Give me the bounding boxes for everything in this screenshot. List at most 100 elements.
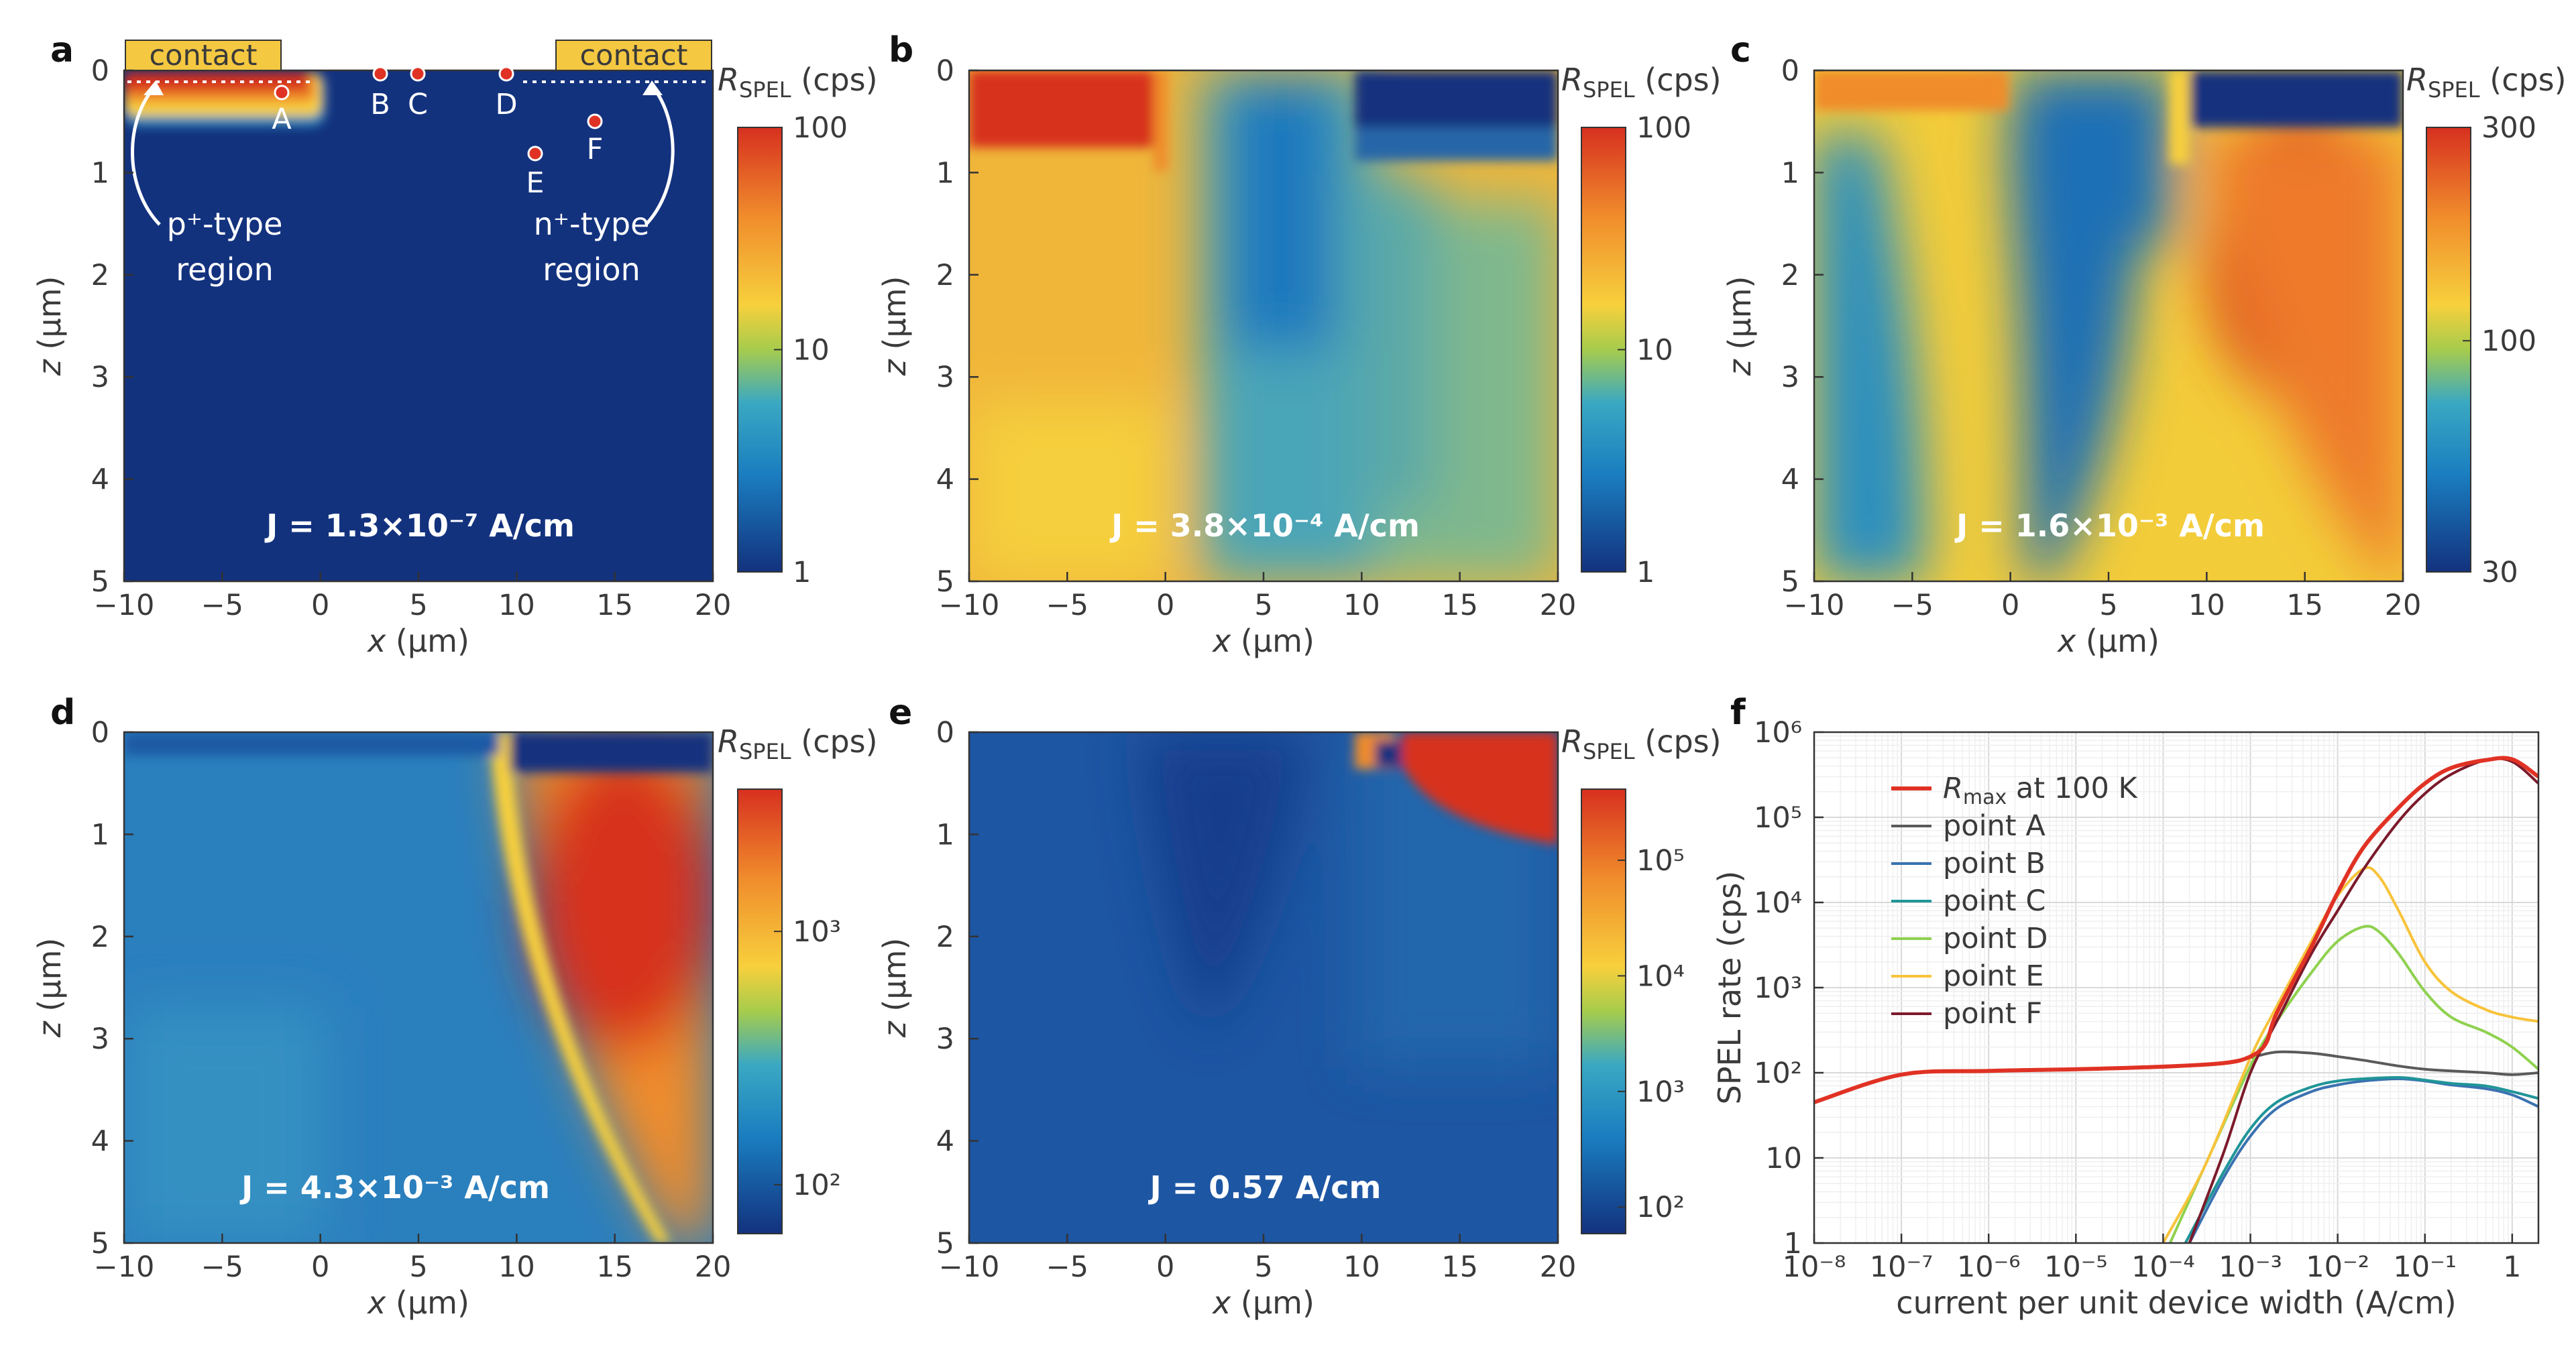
point-f-marker bbox=[587, 113, 603, 129]
y-axis-label: SPEL rate (cps) bbox=[1712, 871, 1748, 1105]
x-tick-label: 0 bbox=[1156, 1250, 1174, 1284]
colorbar-tick-label: 1 bbox=[1636, 556, 1655, 589]
point-c-marker bbox=[410, 66, 426, 82]
series-line bbox=[2184, 1076, 2538, 1243]
colorbar-tick-label: 10³ bbox=[793, 915, 841, 949]
current-label-e: J = 0.57 A/cm bbox=[1148, 1169, 1382, 1206]
contact-left-label: contact bbox=[150, 39, 258, 72]
point-e-marker bbox=[527, 145, 543, 162]
colorbar-tick-label: 100 bbox=[793, 111, 848, 145]
x-tick-label: 10⁻³ bbox=[2219, 1250, 2282, 1284]
heatmap-e bbox=[969, 732, 1558, 1243]
z-tick-label: 5 bbox=[91, 1227, 109, 1260]
z-tick-label: 2 bbox=[936, 259, 954, 292]
z-tick-label: 0 bbox=[91, 716, 109, 750]
series-group bbox=[1814, 756, 2538, 1243]
panel-d-label: d bbox=[50, 693, 75, 733]
x-tick-label: −5 bbox=[1891, 589, 1934, 622]
z-tick-label: 4 bbox=[1781, 463, 1799, 497]
x-tick-label: −10 bbox=[94, 589, 155, 622]
grid-f bbox=[1813, 732, 2539, 1244]
x-tick-label: 10⁻² bbox=[2306, 1250, 2369, 1284]
z-tick-label: 1 bbox=[936, 156, 954, 190]
z-tick-label: 0 bbox=[936, 716, 954, 750]
heatmap-d bbox=[124, 732, 713, 1243]
z-tick-label: 5 bbox=[91, 565, 109, 599]
colorbar-d bbox=[737, 788, 783, 1234]
colorbar-tick-label: 300 bbox=[2481, 111, 2536, 145]
x-tick-label: 20 bbox=[695, 1250, 732, 1284]
legend-label: point E bbox=[1943, 959, 2044, 993]
x-tick-label: 10⁻⁴ bbox=[2131, 1250, 2195, 1284]
z-tick-label: 4 bbox=[936, 463, 954, 497]
x-tick-label: 5 bbox=[409, 1250, 427, 1284]
points-a: A B C D E F bbox=[272, 66, 603, 200]
x-axis-label: x (μm) bbox=[366, 623, 469, 659]
panel-b-label: b bbox=[889, 30, 913, 70]
colorbar-title: RSPEL (cps) bbox=[718, 62, 878, 103]
colorbar-tick-label: 10 bbox=[1636, 334, 1673, 367]
z-tick-label: 4 bbox=[91, 463, 109, 497]
colorbar-title: RSPEL (cps) bbox=[2406, 62, 2567, 103]
legend-label: point A bbox=[1943, 809, 2046, 843]
z-tick-label: 1 bbox=[91, 156, 109, 190]
legend-label: Rmax at 100 K bbox=[1943, 772, 2139, 809]
x-axis-label: current per unit device width (A/cm) bbox=[1896, 1285, 2456, 1321]
panel-f: f 10⁻⁸ 10⁻⁷ 10⁻⁶ 10⁻⁵ 10⁻⁴ 10⁻³ 10⁻² 10⁻¹ 1 10⁶ 10⁵… bbox=[1712, 693, 2540, 1321]
z-tick-label: 2 bbox=[91, 259, 109, 292]
z-tick-label: 2 bbox=[1781, 259, 1799, 292]
heatmap-b bbox=[969, 70, 1558, 581]
x-axis-label: x (μm) bbox=[1211, 623, 1314, 659]
y-tick-label: 10⁴ bbox=[1754, 886, 1802, 920]
current-label-a: J = 1.3×10⁻⁷ A/cm bbox=[264, 508, 575, 544]
p-region-label-2: region bbox=[176, 251, 273, 288]
point-a-marker bbox=[274, 84, 290, 101]
x-axis-label: x (μm) bbox=[2056, 623, 2160, 659]
p-region-arrowhead bbox=[144, 80, 164, 95]
panel-c: c J = 1.6×10⁻³ A/cm bbox=[1730, 30, 2404, 583]
z-axis-label: z (μm) bbox=[32, 276, 68, 377]
panel-e: e J = 0.57 A/cm bbox=[889, 693, 1559, 1244]
current-label-b: J = 3.8×10⁻⁴ A/cm bbox=[1109, 508, 1420, 544]
z-tick-label: 1 bbox=[936, 818, 954, 851]
panel-a-label: a bbox=[50, 30, 74, 70]
x-tick-label: 10⁻⁶ bbox=[1957, 1250, 2021, 1284]
z-axis-label: z (μm) bbox=[1722, 276, 1758, 377]
series-line bbox=[1814, 756, 2538, 1104]
x-tick-label: 1 bbox=[2503, 1250, 2521, 1284]
z-tick-label: 3 bbox=[936, 361, 954, 394]
panel-e-label: e bbox=[889, 693, 912, 733]
x-tick-label: −10 bbox=[939, 1250, 1000, 1284]
x-tick-label: 0 bbox=[311, 1250, 329, 1284]
z-tick-label: 4 bbox=[936, 1125, 954, 1159]
x-tick-label: 15 bbox=[596, 1250, 633, 1284]
panel-d: d J = 4.3×10⁻³ A/cm bbox=[50, 693, 714, 1244]
colorbar-tick-label: 100 bbox=[2481, 325, 2536, 358]
x-tick-label: 20 bbox=[2385, 589, 2422, 622]
current-label-d: J = 4.3×10⁻³ A/cm bbox=[239, 1169, 550, 1206]
x-tick-label: 10 bbox=[498, 589, 535, 622]
z-tick-label: 5 bbox=[936, 1227, 954, 1260]
x-tick-label: −5 bbox=[201, 589, 243, 622]
colorbar-tick-label: 100 bbox=[1636, 111, 1691, 145]
x-tick-label: 20 bbox=[695, 589, 732, 622]
y-tick-label: 1 bbox=[1784, 1227, 1802, 1260]
z-axis-label: z (μm) bbox=[32, 938, 68, 1039]
colorbar-tick-label: 10⁴ bbox=[1636, 959, 1685, 993]
x-tick-label: 10 bbox=[498, 1250, 535, 1284]
x-axis-label: x (μm) bbox=[1211, 1285, 1314, 1321]
y-tick-label: 10⁵ bbox=[1754, 801, 1802, 835]
z-tick-label: 5 bbox=[936, 565, 954, 599]
x-tick-label: −10 bbox=[939, 589, 1000, 622]
point-c-label: C bbox=[408, 88, 428, 121]
z-tick-label: 2 bbox=[936, 921, 954, 954]
x-tick-label: 15 bbox=[596, 589, 633, 622]
z-tick-label: 3 bbox=[936, 1022, 954, 1056]
y-tick-label: 10⁶ bbox=[1754, 716, 1802, 750]
colorbar-tick-label: 10³ bbox=[1636, 1075, 1685, 1109]
colorbar-title: RSPEL (cps) bbox=[718, 723, 878, 764]
x-tick-label: 0 bbox=[2001, 589, 2019, 622]
